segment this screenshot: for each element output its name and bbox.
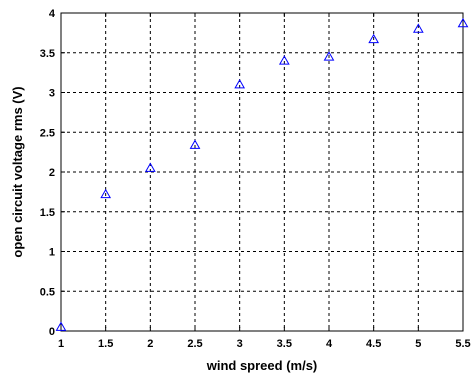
grid — [61, 13, 463, 331]
y-tick-label: 3.5 — [40, 48, 55, 60]
y-tick-label: 2.5 — [40, 127, 55, 139]
x-tick-label: 1.5 — [98, 338, 113, 350]
axis-ticks: 1 1.5 2 2.5 3 3.5 4 4.5 5 5.5 0 0.5 1 1.5 2 2.5 3 3.5 4 — [40, 8, 471, 350]
x-tick-label: 1 — [58, 338, 64, 350]
y-tick-label: 0 — [49, 326, 55, 338]
x-tick-label: 3 — [237, 338, 243, 350]
x-axis-label: wind spreed (m/s) — [206, 358, 318, 373]
data-points — [57, 19, 468, 331]
x-tick-label: 5.5 — [455, 338, 470, 350]
x-tick-label: 3.5 — [277, 338, 292, 350]
y-tick-label: 2 — [49, 167, 55, 179]
x-tick-label: 4.5 — [366, 338, 381, 350]
y-tick-label: 4 — [49, 8, 56, 20]
y-tick-label: 0.5 — [40, 286, 55, 298]
y-axis-label: open circuit voltage rms (V) — [10, 86, 25, 257]
x-tick-label: 5 — [415, 338, 421, 350]
x-tick-label: 2 — [147, 338, 153, 350]
y-tick-label: 3 — [49, 88, 55, 100]
x-tick-label: 4 — [326, 338, 333, 350]
y-tick-label: 1 — [49, 247, 55, 259]
y-tick-label: 1.5 — [40, 207, 55, 219]
x-tick-label: 2.5 — [187, 338, 202, 350]
